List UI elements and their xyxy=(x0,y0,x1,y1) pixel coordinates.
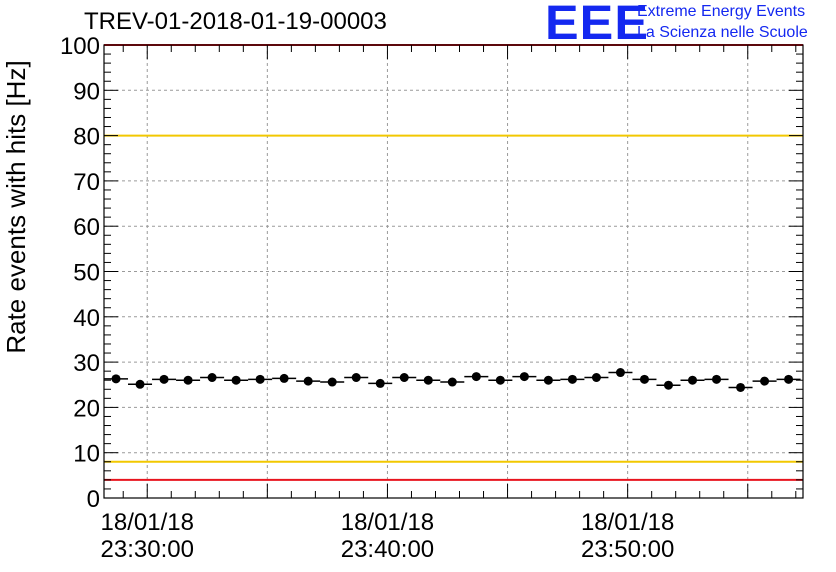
data-point xyxy=(207,373,217,383)
data-point xyxy=(591,373,601,383)
data-point xyxy=(135,379,145,389)
data-point xyxy=(111,374,121,384)
data-point xyxy=(567,374,577,384)
x-tick-label-time: 23:40:00 xyxy=(341,536,434,563)
data-point xyxy=(159,374,169,384)
y-tick-label: 10 xyxy=(73,441,100,468)
y-tick-label: 20 xyxy=(73,395,100,422)
y-tick-label: 0 xyxy=(87,486,100,513)
data-point xyxy=(327,377,337,387)
eee-logo: EEE xyxy=(545,0,649,50)
data-point xyxy=(712,374,722,384)
x-tick-label-date: 18/01/18 xyxy=(581,509,674,536)
y-tick-label: 90 xyxy=(73,78,100,105)
data-point xyxy=(399,373,409,383)
y-tick-label: 70 xyxy=(73,169,100,196)
data-point xyxy=(471,372,481,382)
x-tick-label-time: 23:30:00 xyxy=(101,536,194,563)
logo-tagline-1: Extreme Energy Events xyxy=(637,3,806,20)
data-point xyxy=(615,368,625,378)
data-point xyxy=(231,375,241,385)
x-tick-label-time: 23:50:00 xyxy=(581,536,674,563)
data-point xyxy=(375,378,385,388)
data-point xyxy=(423,375,433,385)
data-point xyxy=(639,374,649,384)
data-point xyxy=(351,373,361,383)
logo-tagline-2: La Scienza nelle Scuole xyxy=(637,24,808,41)
data-point xyxy=(519,372,529,382)
y-tick-label: 50 xyxy=(73,260,100,287)
x-tick-label-date: 18/01/18 xyxy=(101,509,194,536)
data-point xyxy=(663,380,673,390)
data-point xyxy=(255,374,265,384)
data-point xyxy=(279,373,289,383)
y-tick-label: 80 xyxy=(73,124,100,151)
data-point xyxy=(543,375,553,385)
data-point xyxy=(183,375,193,385)
data-point xyxy=(784,374,794,384)
data-point xyxy=(760,376,770,386)
y-tick-label: 60 xyxy=(73,214,100,241)
data-point xyxy=(447,377,457,387)
y-tick-label: 40 xyxy=(73,305,100,332)
chart-title: TREV-01-2018-01-19-00003 xyxy=(84,8,387,35)
data-point xyxy=(495,375,505,385)
y-tick-label: 30 xyxy=(73,350,100,377)
data-point xyxy=(688,375,698,385)
data-point xyxy=(303,376,313,386)
data-point xyxy=(736,382,746,392)
y-tick-label: 100 xyxy=(60,33,100,60)
x-tick-label-date: 18/01/18 xyxy=(341,509,434,536)
